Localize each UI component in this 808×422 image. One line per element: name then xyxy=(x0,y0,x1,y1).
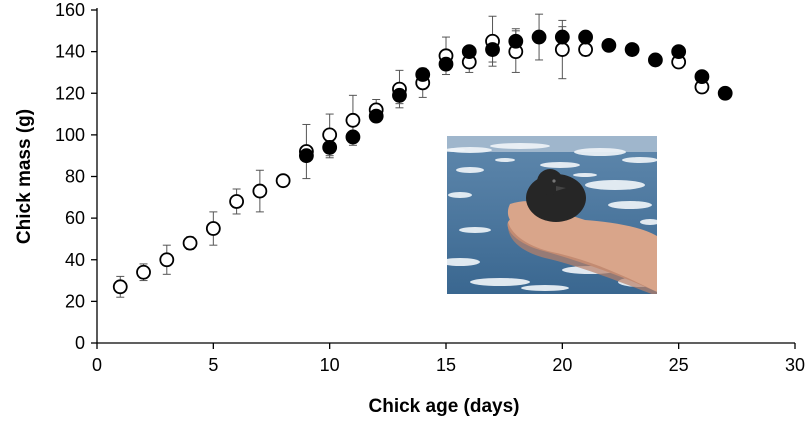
ice-floe xyxy=(622,157,657,163)
filled-data-point xyxy=(694,69,710,84)
y-tick-label: 80 xyxy=(65,167,85,187)
filled-data-point xyxy=(461,44,477,60)
y-tick-label: 0 xyxy=(75,333,85,353)
ice-floe xyxy=(447,258,480,266)
y-tick-label: 20 xyxy=(65,291,85,311)
filled-data-point xyxy=(717,85,733,101)
y-tick-label: 100 xyxy=(55,125,85,145)
x-tick-label: 20 xyxy=(552,355,572,375)
ice-floe xyxy=(495,158,515,162)
filled-data-point xyxy=(368,108,384,124)
filled-data-point xyxy=(508,33,524,49)
y-tick-label: 160 xyxy=(55,0,85,20)
open-data-point xyxy=(159,252,175,268)
ice-floe xyxy=(459,227,491,233)
filled-data-point xyxy=(671,44,687,60)
x-axis-title: Chick age (days) xyxy=(369,396,520,417)
filled-data-point xyxy=(601,37,617,53)
ice-floe xyxy=(573,173,597,177)
chick-photo-inset xyxy=(447,136,657,294)
ice-floe xyxy=(470,278,530,286)
ice-floe xyxy=(608,201,652,209)
filled-data-point xyxy=(345,129,361,145)
filled-data-point xyxy=(322,139,338,155)
x-tick-label: 15 xyxy=(436,355,456,375)
filled-data-point xyxy=(485,42,500,57)
ice-floe xyxy=(585,180,645,190)
open-data-point xyxy=(182,235,198,251)
y-tick-label: 120 xyxy=(55,83,85,103)
open-data-point xyxy=(275,173,291,189)
x-tick-label: 30 xyxy=(785,355,805,375)
ice-floe xyxy=(456,167,484,173)
ice-floe xyxy=(448,192,472,198)
ice-floe xyxy=(540,162,580,168)
axes: 0 20 40 60 80 100 120 140 160 0 5 10 15 20 25 30 xyxy=(55,0,805,375)
x-tick-label: 10 xyxy=(320,355,340,375)
hand-shadow xyxy=(507,222,657,294)
ice-floe xyxy=(490,143,550,149)
y-tick-label: 140 xyxy=(55,42,85,62)
ice-floe xyxy=(447,148,465,152)
open-data-point xyxy=(136,264,151,280)
photo-content xyxy=(447,136,657,294)
x-tick-label: 5 xyxy=(208,355,218,375)
filled-data-point xyxy=(298,148,314,164)
x-tick-label: 0 xyxy=(92,355,102,375)
filled-data-point xyxy=(438,56,454,72)
x-tick-label: 25 xyxy=(669,355,689,375)
data-points xyxy=(112,29,733,295)
filled-data-point xyxy=(415,67,431,82)
open-data-point xyxy=(229,194,245,209)
ice-floe xyxy=(574,148,626,156)
ice-floe xyxy=(640,219,657,225)
open-data-point xyxy=(554,42,570,57)
filled-data-point xyxy=(648,52,663,68)
filled-data-point xyxy=(578,29,593,45)
chick-eye xyxy=(552,179,556,183)
chick-beak xyxy=(556,186,566,191)
filled-data-point xyxy=(392,87,407,103)
open-data-point xyxy=(112,279,128,295)
chick-head xyxy=(537,169,563,195)
open-data-point xyxy=(205,221,221,236)
filled-data-point xyxy=(554,29,570,45)
open-data-point xyxy=(345,112,361,128)
open-data-point xyxy=(578,42,593,57)
hand xyxy=(507,207,657,292)
filled-data-point xyxy=(624,42,640,57)
y-tick-label: 40 xyxy=(65,250,85,270)
y-tick-label: 60 xyxy=(65,208,85,228)
filled-data-point xyxy=(531,29,547,45)
open-data-point xyxy=(322,127,338,143)
y-axis-title: Chick mass (g) xyxy=(14,109,35,244)
ice-floe xyxy=(521,285,569,291)
open-data-point xyxy=(252,183,268,199)
